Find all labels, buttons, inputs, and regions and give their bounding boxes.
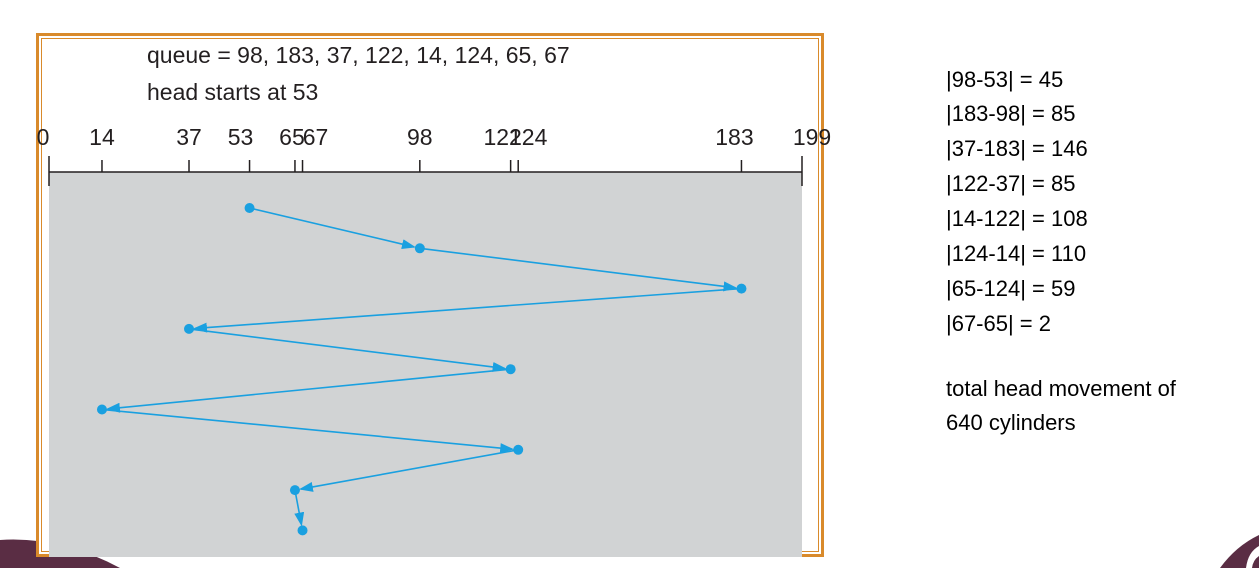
- tick-label: 98: [407, 124, 433, 150]
- head-move-segment: [249, 207, 416, 250]
- total-cylinders-label: 640 cylinders: [946, 410, 1076, 435]
- calc-line: |122-37| = 85: [946, 171, 1076, 196]
- head-move-segment: [192, 287, 742, 333]
- tick-label: 0: [37, 124, 50, 150]
- head-path: [101, 207, 742, 527]
- head-move-segment: [188, 328, 507, 372]
- plot-area: [49, 172, 802, 557]
- tick-label: 65: [279, 124, 305, 150]
- tick-label: 37: [176, 124, 202, 150]
- queue-label: queue = 98, 183, 37, 122, 14, 124, 65, 6…: [147, 42, 570, 68]
- head-move-segment: [294, 489, 305, 527]
- head-position-point: [96, 404, 107, 415]
- tick-label: 124: [509, 124, 548, 150]
- head-position-point: [297, 525, 308, 536]
- calc-line: |37-183| = 146: [946, 136, 1088, 161]
- head-move-segment: [105, 368, 511, 413]
- head-move-segment: [101, 408, 515, 454]
- tick-label: 122: [483, 124, 521, 150]
- calc-line: |65-124| = 59: [946, 276, 1076, 301]
- bottom-right-logo-mark: [1246, 546, 1259, 568]
- head-position-point: [184, 323, 195, 334]
- calc-line: |98-53| = 45: [946, 67, 1064, 92]
- head-position-point: [289, 485, 300, 496]
- calc-line: |183-98| = 85: [946, 101, 1076, 126]
- calc-line: |14-122| = 108: [946, 206, 1088, 231]
- total-movement-label: total head movement of: [946, 376, 1176, 401]
- head-position-point: [736, 283, 747, 294]
- head-move-segment: [298, 449, 519, 492]
- head-start-label: head starts at 53: [147, 79, 319, 105]
- calc-line: |67-65| = 2: [946, 311, 1052, 336]
- head-position-point: [513, 444, 524, 455]
- head-position-point: [244, 203, 255, 213]
- calc-line: |124-14| = 110: [946, 241, 1087, 266]
- tick-label: 53: [228, 124, 254, 150]
- tick-label: 183: [715, 124, 753, 150]
- tick-label: 67: [303, 124, 329, 150]
- tick-label: 14: [89, 124, 115, 150]
- tick-label: 199: [793, 124, 831, 150]
- head-move-segment: [419, 247, 738, 292]
- head-position-point: [414, 243, 425, 254]
- head-positions: [96, 203, 747, 536]
- head-position-point: [505, 364, 516, 375]
